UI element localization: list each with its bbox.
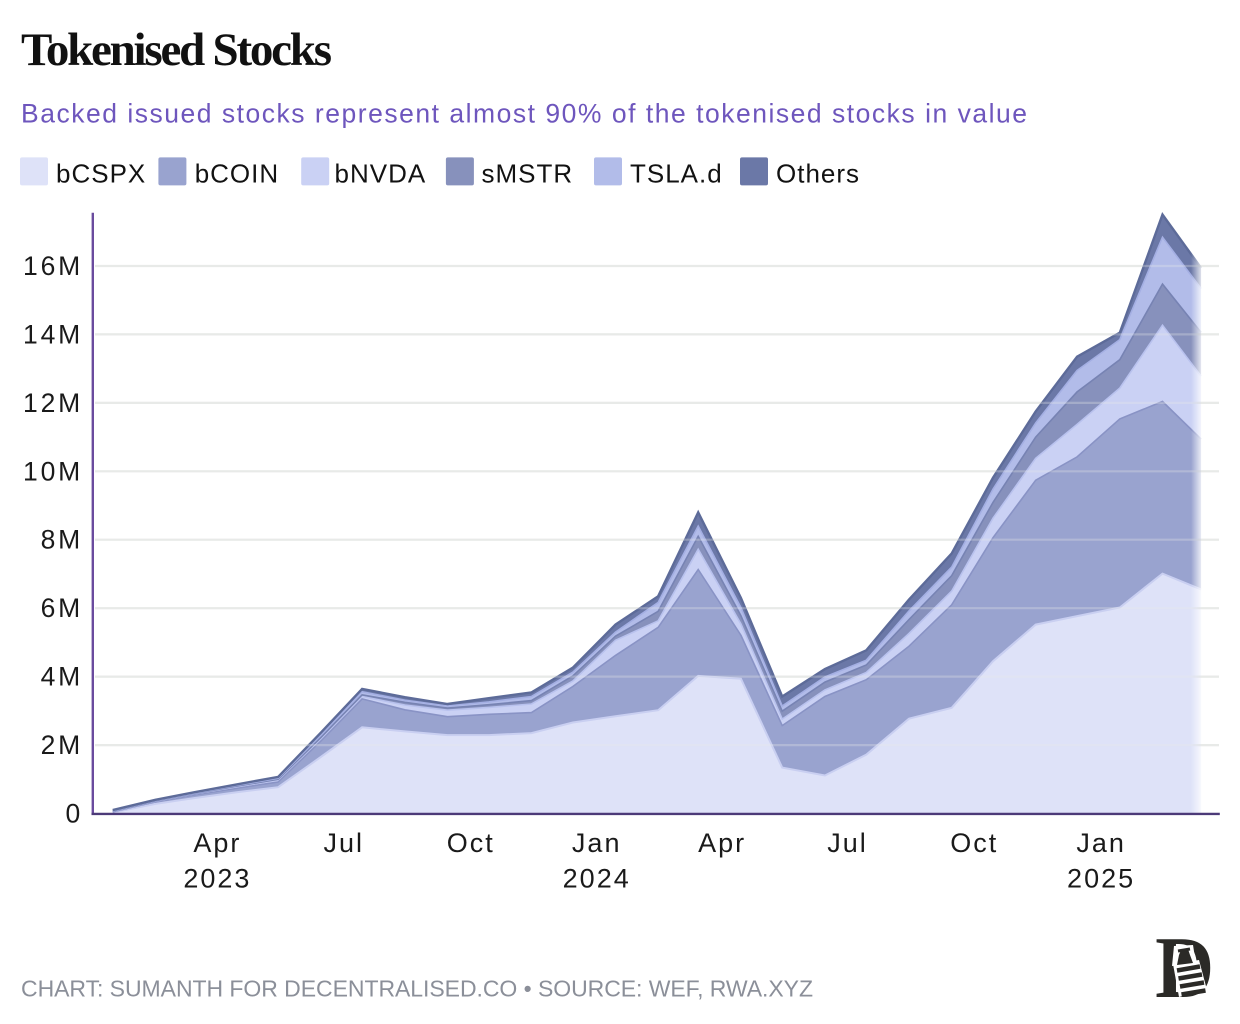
svg-text:Oct: Oct bbox=[950, 828, 998, 858]
svg-text:TSLA.d: TSLA.d bbox=[630, 159, 723, 189]
svg-text:Jul: Jul bbox=[827, 828, 868, 858]
svg-text:sMSTR: sMSTR bbox=[482, 159, 574, 189]
svg-text:16M: 16M bbox=[23, 251, 83, 281]
svg-text:Oct: Oct bbox=[447, 828, 495, 858]
svg-text:Tokenised Stocks: Tokenised Stocks bbox=[21, 24, 332, 76]
svg-text:0: 0 bbox=[65, 799, 83, 829]
svg-text:bNVDA: bNVDA bbox=[335, 159, 427, 189]
svg-text:Apr: Apr bbox=[698, 828, 746, 858]
svg-text:bCSPX: bCSPX bbox=[56, 159, 146, 189]
svg-text:14M: 14M bbox=[23, 319, 83, 349]
svg-text:bCOIN: bCOIN bbox=[195, 159, 279, 189]
svg-text:Apr: Apr bbox=[193, 828, 241, 858]
svg-text:Jan: Jan bbox=[572, 828, 622, 858]
svg-text:CHART: SUMANTH FOR DECENTRALIS: CHART: SUMANTH FOR DECENTRALISED.CO • SO… bbox=[21, 976, 813, 1002]
svg-text:4M: 4M bbox=[41, 662, 83, 692]
svg-text:10M: 10M bbox=[23, 456, 83, 486]
svg-text:Jan: Jan bbox=[1076, 828, 1126, 858]
svg-text:Jul: Jul bbox=[324, 828, 365, 858]
svg-text:12M: 12M bbox=[23, 388, 83, 418]
svg-text:Backed issued stocks represent: Backed issued stocks represent almost 90… bbox=[21, 99, 1027, 129]
svg-text:6M: 6M bbox=[41, 593, 83, 623]
svg-text:Others: Others bbox=[776, 159, 860, 189]
svg-text:2025: 2025 bbox=[1067, 864, 1135, 894]
svg-text:2024: 2024 bbox=[563, 864, 631, 894]
svg-text:2023: 2023 bbox=[183, 864, 251, 894]
svg-text:2M: 2M bbox=[41, 730, 83, 760]
svg-text:8M: 8M bbox=[41, 525, 83, 555]
